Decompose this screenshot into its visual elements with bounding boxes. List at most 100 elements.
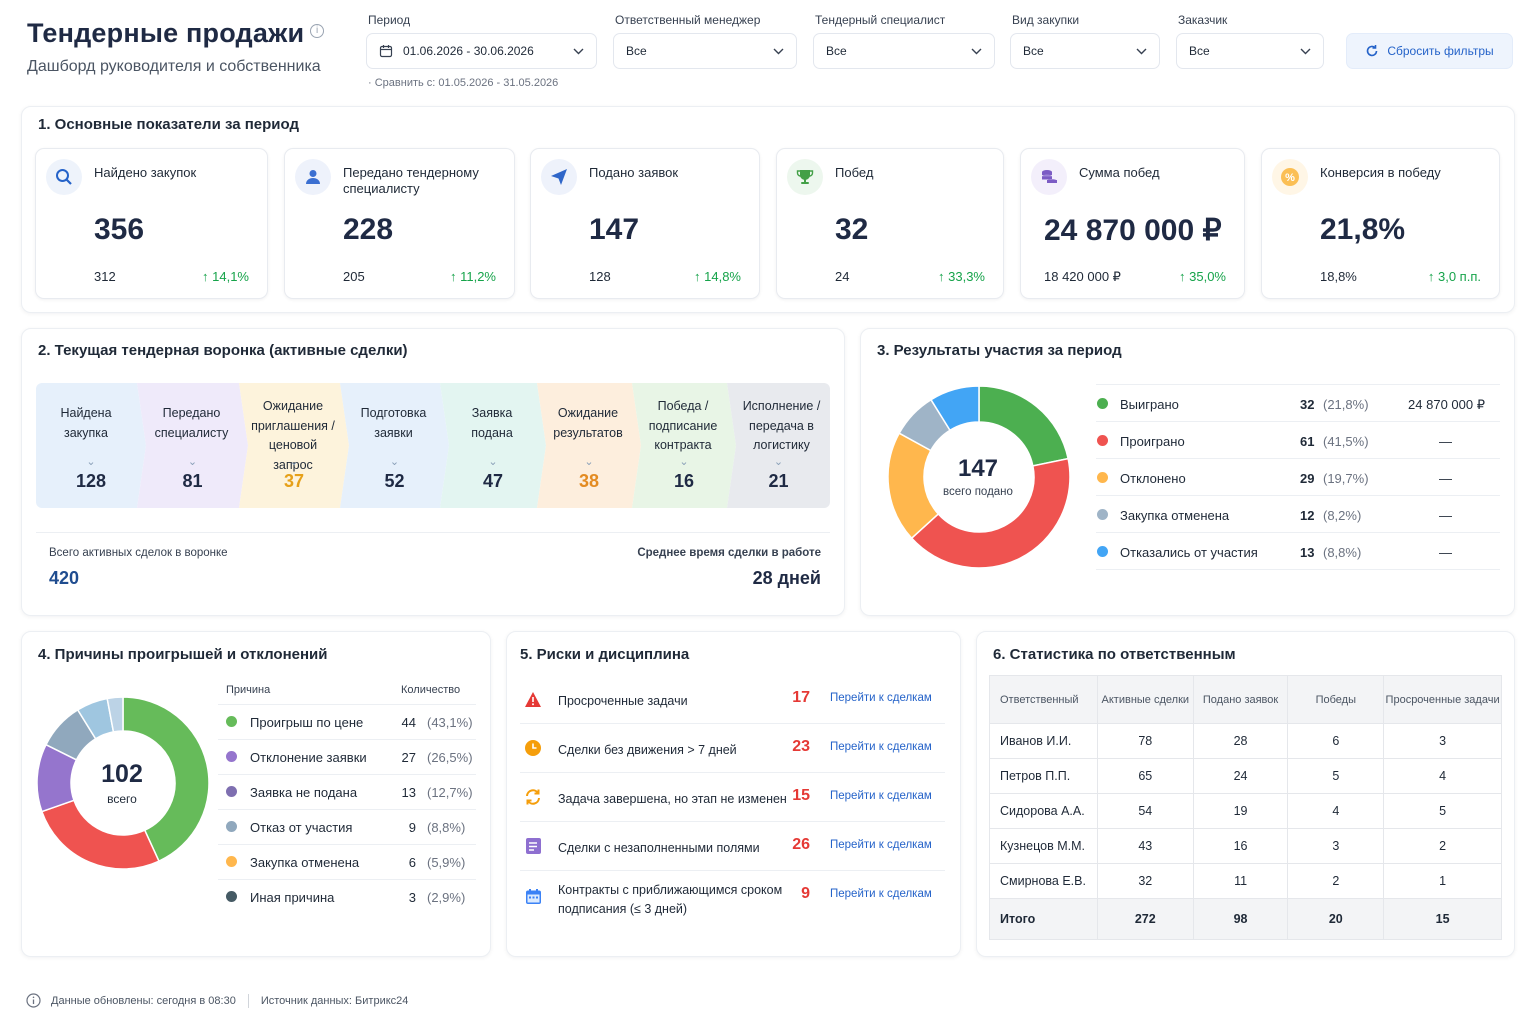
risk-label: Задача завершена, но этап не изменен (558, 792, 787, 806)
funnel-stage[interactable]: Заявка подана ⌄ 47 (440, 383, 546, 508)
customer-select[interactable]: Все (1176, 33, 1324, 69)
manager-select[interactable]: Все (613, 33, 797, 69)
kpi-value: 24 870 000 ₽ (1044, 214, 1222, 247)
chevron-down-icon: ⌄ (679, 456, 689, 468)
reasons-col-count: Количество (401, 684, 461, 696)
kpi-card[interactable]: Сумма побед 24 870 000 ₽ 18 420 000 ₽ ↑ 35,… (1020, 148, 1245, 299)
table-row[interactable]: Иванов И.И. 78 28 6 3 (989, 723, 1502, 759)
kpi-card[interactable]: Найдено закупок 356 312 ↑ 14,1% (35, 148, 268, 299)
stats-section-title: 6. Статистика по ответственным (993, 646, 1236, 663)
specialist-select[interactable]: Все (813, 33, 995, 69)
page-title-text: Тендерные продажи (27, 18, 305, 48)
stats-header-cell[interactable]: Победы (1287, 675, 1385, 724)
reason-percent: (5,9%) (427, 855, 466, 870)
legend-dot (1097, 546, 1108, 557)
reset-filters-button[interactable]: Сбросить фильтры (1346, 33, 1513, 69)
chevron-down-icon: ⌄ (86, 456, 96, 468)
go-to-deals-link[interactable]: Перейти к сделкам (830, 888, 932, 900)
kpi-previous-value: 18 420 000 ₽ (1044, 269, 1121, 284)
specialist-label: Тендерный специалист (815, 13, 946, 27)
funnel-stage[interactable]: Ожидание результатов ⌄ 38 (537, 383, 641, 508)
table-row[interactable]: Кузнецов М.М. 43 16 3 2 (989, 828, 1502, 864)
purchase-type-select[interactable]: Все (1010, 33, 1160, 69)
stats-cell: 28 (1192, 723, 1289, 759)
go-to-deals-link[interactable]: Перейти к сделкам (830, 790, 932, 802)
kpi-label: Найдено закупок (94, 165, 197, 180)
footer: Данные обновлены: сегодня в 08:30 Источн… (26, 993, 408, 1008)
risk-count: 26 (792, 836, 810, 853)
table-row[interactable]: Петров П.П. 65 24 5 4 (989, 758, 1502, 794)
stats-header-cell[interactable]: Подано заявок (1192, 675, 1289, 724)
kpi-previous-value: 24 (835, 269, 850, 284)
reasons-donut-segment (106, 696, 124, 733)
info-icon[interactable]: i (310, 23, 325, 38)
stats-cell: 32 (1096, 863, 1194, 899)
divider (1096, 569, 1500, 570)
funnel-stage[interactable]: Исполнение / передача в логистику ⌄ 21 (727, 383, 830, 508)
funnel-stage-value: 16 (673, 471, 695, 491)
go-to-deals-link[interactable]: Перейти к сделкам (830, 692, 932, 704)
kpi-previous-value: 18,8% (1320, 269, 1357, 284)
risk-label: Сделки с незаполненными полями (558, 841, 760, 855)
funnel-stage[interactable]: Подготовка заявки ⌄ 52 (340, 383, 449, 508)
stats-header-cell[interactable]: Ответственный (989, 675, 1098, 724)
arrow-up-icon: ↑ (938, 269, 945, 284)
table-row[interactable]: Сидорова А.А. 54 19 4 5 (989, 793, 1502, 829)
divider (520, 870, 945, 871)
divider (1096, 532, 1500, 533)
stats-cell: 4 (1383, 758, 1502, 794)
stats-header-cell[interactable]: Просроченные задачи (1383, 675, 1502, 724)
results-donut-chart (887, 385, 1071, 569)
risk-label: Просроченные задачи (558, 694, 688, 708)
risk-count: 9 (801, 885, 810, 902)
result-label: Отклонено (1120, 471, 1186, 486)
reason-percent: (8,8%) (427, 820, 466, 835)
kpi-card[interactable]: % Конверсия в победу 21,8% 18,8% ↑ 3,0 п.п. (1261, 148, 1500, 299)
kpi-card[interactable]: Подано заявок 147 128 ↑ 14,8% (530, 148, 760, 299)
kpi-value: 147 (589, 213, 640, 246)
funnel-section-title: 2. Текущая тендерная воронка (активные с… (38, 342, 408, 359)
funnel-stage[interactable]: Победа / подписание контракта ⌄ 16 (632, 383, 736, 508)
kpi-change-value: 35,0% (1189, 269, 1226, 284)
stats-total-cell: 20 (1287, 898, 1385, 940)
arrow-up-icon: ↑ (694, 269, 701, 284)
kpi-card[interactable]: Передано тендерному специалисту 228 205 ↑ 1… (284, 148, 515, 299)
result-count: 12 (1300, 508, 1315, 523)
reasons-panel (21, 631, 491, 957)
funnel-stage[interactable]: Передано специалисту ⌄ 81 (137, 383, 248, 508)
result-count: 13 (1300, 545, 1315, 560)
reason-count: 3 (408, 890, 416, 905)
result-percent: (8,8%) (1323, 545, 1362, 560)
go-to-deals-link[interactable]: Перейти к сделкам (830, 741, 932, 753)
funnel-avg-label: Среднее время сделки в работе (637, 547, 821, 559)
funnel-avg-value: 28 дней (752, 568, 821, 588)
table-row[interactable]: Смирнова Е.В. 32 11 2 1 (989, 863, 1502, 899)
kpi-label: Конверсия в победу (1320, 165, 1441, 180)
reason-count: 44 (401, 715, 416, 730)
kpi-change-value: 14,1% (212, 269, 249, 284)
compare-text: Сравнить с: 01.05.2026 - 31.05.2026 (374, 77, 559, 89)
legend-dot (226, 856, 237, 867)
funnel-stage[interactable]: Ожидание приглашения / ценовой запрос ⌄ 37 (239, 383, 349, 508)
funnel-stage[interactable]: Найдена закупка ⌄ 128 (36, 383, 146, 508)
divider (1096, 421, 1500, 422)
go-to-deals-link[interactable]: Перейти к сделкам (830, 839, 932, 851)
stats-header-cell[interactable]: Активные сделки (1096, 675, 1194, 724)
risk-label: Контракты с приближающимся сроком подпис… (558, 883, 783, 916)
chevron-down-icon (573, 48, 584, 54)
period-select[interactable]: 01.06.2026 - 30.06.2026 (366, 33, 597, 69)
stats-total-cell: 15 (1383, 898, 1502, 940)
kpi-card[interactable]: Побед 32 24 ↑ 33,3% (776, 148, 1004, 299)
stats-cell: Сидорова А.А. (989, 793, 1098, 829)
kpi-change: ↑ 11,2% (450, 269, 496, 284)
table-total-row: Итого 272 98 20 15 (989, 898, 1502, 940)
funnel-total-label: Всего активных сделок в воронке (49, 547, 228, 559)
kpi-change: ↑ 14,1% (202, 269, 249, 284)
legend-dot (1097, 509, 1108, 520)
stats-cell: 16 (1192, 828, 1289, 864)
stats-cell: Петров П.П. (989, 758, 1098, 794)
result-percent: (21,8%) (1323, 397, 1369, 412)
funnel-stage-value: 37 (283, 471, 305, 491)
specialist-value: Все (826, 44, 847, 58)
divider (1096, 495, 1500, 496)
